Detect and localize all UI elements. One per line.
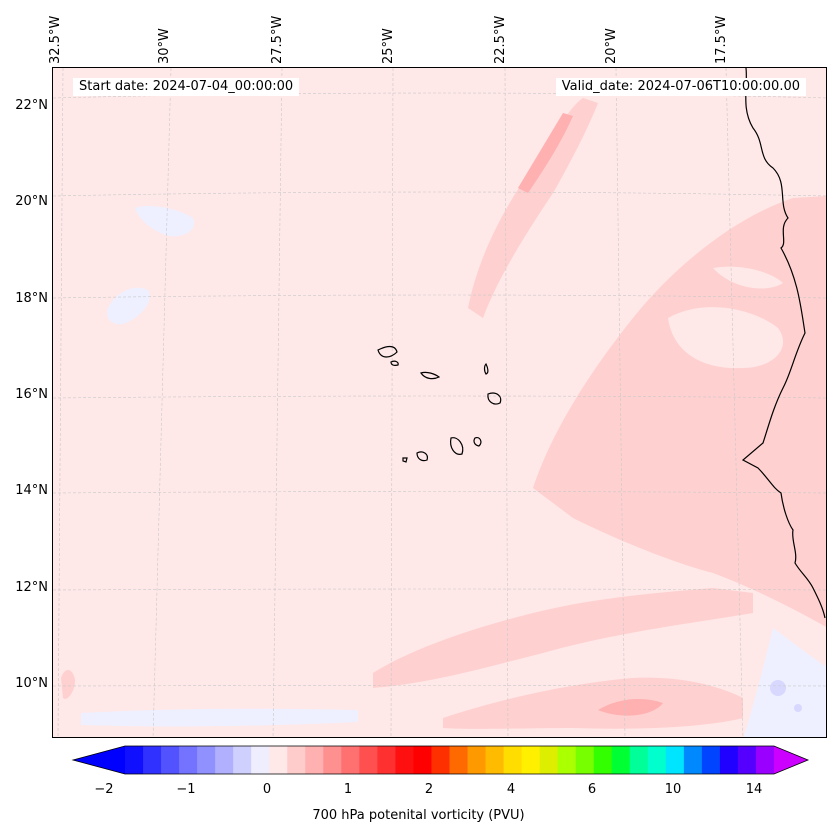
pv-field-light-red-east xyxy=(533,196,826,627)
colorbar-segment xyxy=(647,746,667,774)
colorbar-segment xyxy=(395,746,414,774)
colorbar-segment xyxy=(467,746,487,774)
colorbar-segment xyxy=(323,746,342,774)
pv-field-south-west xyxy=(61,669,75,699)
pv-field-diagonal-streak xyxy=(468,98,598,318)
colorbar-segment xyxy=(719,746,739,774)
colorbar-tick: 1 xyxy=(343,782,353,797)
colorbar-segment xyxy=(179,746,198,774)
graticule xyxy=(53,68,826,737)
colorbar-tick: 6 xyxy=(587,782,597,797)
map-panel[interactable]: Start date: 2024-07-04_00:00:00 Valid_da… xyxy=(52,67,827,738)
pv-field-blue-patch xyxy=(107,287,150,325)
longitude-label-17-5w: 17.5°W xyxy=(714,15,729,64)
pv-field-diagonal-core xyxy=(518,113,573,193)
colorbar-segment xyxy=(215,746,234,774)
pv-field-band-mid xyxy=(613,448,743,477)
colorbar-segment xyxy=(611,746,631,774)
colorbar-segments xyxy=(125,746,775,774)
pv-field-south-band xyxy=(373,588,753,688)
colorbar-outline xyxy=(71,745,810,775)
colorbar-segment xyxy=(737,746,757,774)
colorbar-tick: 2 xyxy=(424,782,434,797)
pv-field-south-band xyxy=(443,677,743,729)
valid-date-label: Valid_date: 2024-07-06T10:00:00.00 xyxy=(555,78,806,96)
latitude-label-16n: 16°N xyxy=(15,387,48,402)
colorbar-segment xyxy=(197,746,216,774)
colorbar-segment xyxy=(251,746,270,774)
colorbar-segment xyxy=(521,746,541,774)
colorbar-segment xyxy=(755,746,775,774)
pv-field-blue-patch xyxy=(135,206,195,237)
colorbar-min-arrow xyxy=(73,746,125,774)
colorbar-segment xyxy=(359,746,378,774)
colorbar-segment xyxy=(431,746,450,774)
colorbar-segment xyxy=(269,746,288,774)
latitude-label-22n: 22°N xyxy=(15,98,48,113)
pv-field-gap xyxy=(713,266,783,289)
latitude-label-20n: 20°N xyxy=(15,194,48,209)
colorbar-tick: 14 xyxy=(745,782,763,797)
pv-field-blue-patch xyxy=(794,704,802,712)
longitude-label-30w: 30°W xyxy=(157,28,172,64)
colorbar-segment xyxy=(449,746,469,774)
colorbar-label: 700 hPa potenital vorticity (PVU) xyxy=(312,808,525,823)
coastline-africa xyxy=(741,68,826,619)
longitude-label-27-5w: 27.5°W xyxy=(270,15,285,64)
colorbar-segment xyxy=(377,746,396,774)
longitude-label-20w: 20°W xyxy=(604,28,619,64)
colorbar-tick: 10 xyxy=(664,782,682,797)
pv-field-south-core xyxy=(598,698,663,716)
colorbar-segment xyxy=(143,746,162,774)
colorbar-tick: 0 xyxy=(262,782,272,797)
colorbar-segment xyxy=(233,746,252,774)
colorbar-max-arrow xyxy=(774,746,808,774)
colorbar-segment xyxy=(305,746,324,774)
latitude-label-18n: 18°N xyxy=(15,291,48,306)
colorbar-segment xyxy=(575,746,595,774)
latitude-label-14n: 14°N xyxy=(15,483,48,498)
longitude-label-32-5w: 32.5°W xyxy=(48,15,63,64)
pv-field-blue-patch xyxy=(743,628,826,737)
colorbar-segment xyxy=(413,746,432,774)
colorbar-segment xyxy=(593,746,613,774)
pv-field-gap xyxy=(668,307,784,369)
colorbar-segment xyxy=(125,746,144,774)
start-date-label: Start date: 2024-07-04_00:00:00 xyxy=(73,78,300,96)
latitude-label-10n: 10°N xyxy=(15,676,48,691)
colorbar-segment xyxy=(701,746,721,774)
colorbar-segment xyxy=(629,746,649,774)
colorbar-tick: −1 xyxy=(176,782,196,797)
colorbar-tick: −2 xyxy=(94,782,114,797)
pv-field-blue-patch xyxy=(770,680,786,696)
latitude-label-12n: 12°N xyxy=(15,580,48,595)
colorbar-segment xyxy=(503,746,523,774)
colorbar-segment xyxy=(485,746,505,774)
map-canvas xyxy=(53,68,826,737)
pv-field-blue-patch xyxy=(81,708,358,727)
colorbar-segment xyxy=(341,746,360,774)
colorbar-segment xyxy=(161,746,180,774)
colorbar-segment xyxy=(539,746,559,774)
cape-verde-islands xyxy=(377,345,502,463)
colorbar xyxy=(71,745,810,775)
colorbar-segment xyxy=(665,746,685,774)
colorbar-segment xyxy=(557,746,577,774)
colorbar-segment xyxy=(287,746,306,774)
longitude-label-22-5w: 22.5°W xyxy=(493,15,508,64)
longitude-label-25w: 25°W xyxy=(381,28,396,64)
colorbar-segment xyxy=(683,746,703,774)
colorbar-tick: 4 xyxy=(506,782,516,797)
